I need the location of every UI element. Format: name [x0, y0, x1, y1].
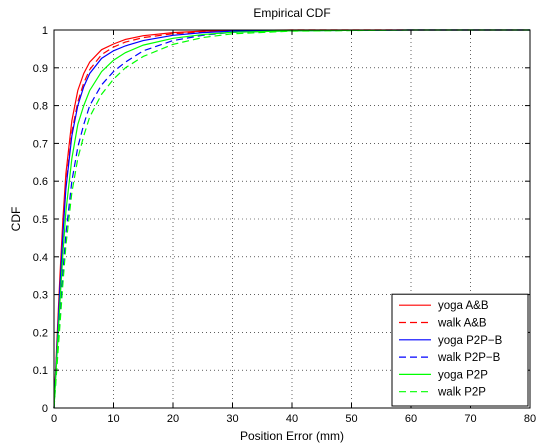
x-tick-label: 50: [345, 413, 357, 425]
legend: yoga A&B walk A&B yoga P2P−B walk P2P−B yoga…: [391, 293, 529, 407]
legend-label-0: yoga A&B: [438, 300, 489, 312]
ticks: 0 10 20 30 40 50 60 70 80 0 0.1 0.2 0.3 0.4 0.5 0.6 0.7 0…: [33, 25, 536, 425]
x-tick-label: 70: [464, 413, 476, 425]
legend-box: [391, 293, 529, 407]
y-tick-label: 0.2: [33, 327, 48, 339]
y-tick-label: 0.5: [33, 214, 48, 226]
x-tick-label: 20: [167, 413, 179, 425]
x-tick-label: 40: [286, 413, 298, 425]
y-tick-label: 0.8: [33, 101, 48, 113]
y-tick-label: 1: [42, 25, 48, 37]
y-tick-label: 0.9: [33, 63, 48, 75]
legend-label-5: walk P2P: [437, 387, 486, 399]
y-axis-title: CDF: [9, 207, 23, 232]
legend-label-2: yoga P2P−B: [438, 335, 503, 347]
y-tick-label: 0.3: [33, 290, 48, 302]
y-tick-label: 0.7: [33, 138, 48, 150]
x-tick-label: 30: [226, 413, 238, 425]
legend-label-1: walk A&B: [437, 318, 487, 330]
x-axis-title: Position Error (mm): [240, 429, 344, 443]
chart-title: Empirical CDF: [253, 6, 330, 20]
y-tick-label: 0: [42, 403, 48, 415]
legend-label-4: yoga P2P: [438, 369, 488, 381]
legend-label-3: walk P2P−B: [437, 352, 501, 364]
series-line-5: [53, 29, 530, 409]
y-tick-label: 0.4: [33, 252, 48, 264]
x-tick-label: 10: [107, 413, 119, 425]
x-tick-label: 80: [524, 413, 536, 425]
x-tick-label: 60: [405, 413, 417, 425]
y-tick-label: 0.6: [33, 176, 48, 188]
x-tick-label: 0: [51, 413, 57, 425]
y-tick-label: 0.1: [33, 365, 48, 377]
